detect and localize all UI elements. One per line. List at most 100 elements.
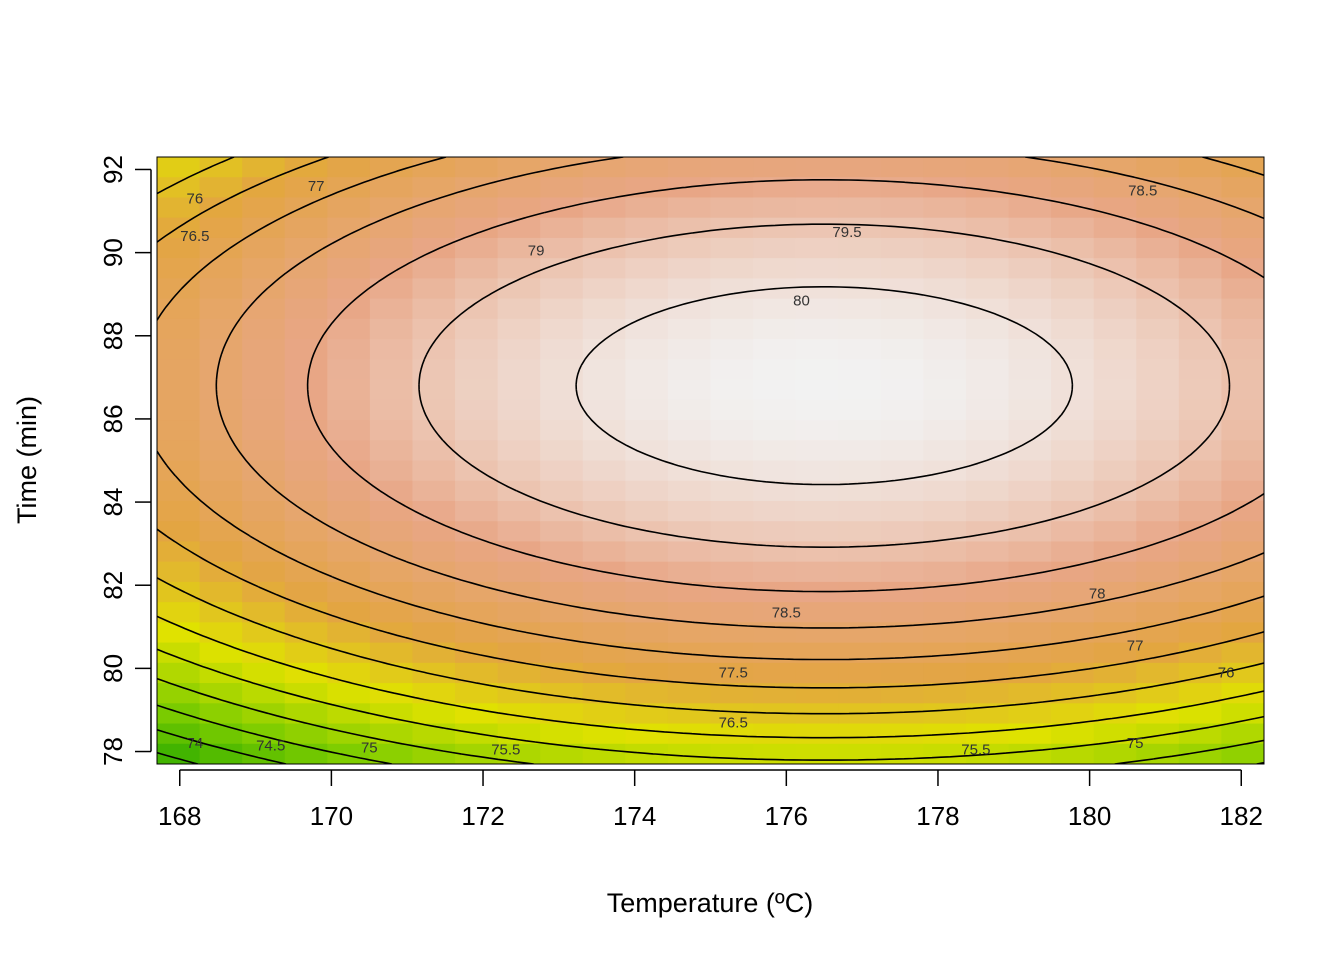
heatmap-cell xyxy=(497,399,541,421)
heatmap-cell xyxy=(1051,420,1095,441)
heatmap-cell xyxy=(1008,703,1052,725)
heatmap-cell xyxy=(497,561,541,583)
contour-label: 78.5 xyxy=(1128,182,1157,199)
heatmap-cell xyxy=(157,440,201,462)
heatmap-cell xyxy=(369,440,414,462)
heatmap-cell xyxy=(753,440,797,462)
heatmap-cell xyxy=(327,500,371,522)
heatmap-cell xyxy=(880,723,924,745)
heatmap-cell xyxy=(157,379,201,401)
heatmap-cell xyxy=(795,561,839,583)
heatmap-cell xyxy=(753,298,797,320)
heatmap-cell xyxy=(838,258,882,279)
heatmap-cell xyxy=(327,278,371,300)
heatmap-cell xyxy=(327,743,371,764)
heatmap-cell xyxy=(965,237,1010,259)
heatmap-cell xyxy=(923,217,967,239)
heatmap-cell xyxy=(497,379,541,401)
heatmap-cell xyxy=(327,237,371,259)
heatmap-cell xyxy=(284,602,328,623)
heatmap-cell xyxy=(965,217,1010,239)
heatmap-cell xyxy=(1093,723,1137,745)
heatmap-cell xyxy=(923,683,967,704)
contour-label: 79 xyxy=(528,243,545,260)
heatmap-cell xyxy=(455,258,499,279)
heatmap-cell xyxy=(880,642,924,664)
heatmap-cell xyxy=(923,440,967,462)
heatmap-cell xyxy=(923,460,967,482)
heatmap-cell xyxy=(667,420,712,441)
heatmap-cell xyxy=(582,460,626,482)
heatmap-cell xyxy=(497,217,541,239)
heatmap-cell xyxy=(497,339,541,360)
y-tick-label: 88 xyxy=(98,321,128,350)
heatmap-cell xyxy=(412,258,456,279)
heatmap-cell xyxy=(327,662,371,684)
heatmap-cell xyxy=(455,743,499,764)
heatmap-cell xyxy=(838,561,882,583)
heatmap-cell xyxy=(199,318,243,340)
heatmap-cell xyxy=(199,743,243,764)
heatmap-cell xyxy=(582,298,626,320)
heatmap-cell xyxy=(710,177,754,199)
y-axis-title: Time (min) xyxy=(12,396,42,524)
heatmap-cell xyxy=(1093,237,1137,259)
heatmap-cell xyxy=(369,157,414,178)
heatmap-cell xyxy=(1136,703,1180,725)
heatmap-cell xyxy=(1051,703,1095,725)
heatmap-cell xyxy=(965,440,1010,462)
heatmap-cell xyxy=(795,379,839,401)
heatmap-cell xyxy=(838,339,882,360)
heatmap-cell xyxy=(412,703,456,725)
heatmap-cell xyxy=(1093,298,1137,320)
heatmap-cell xyxy=(327,703,371,725)
heatmap-cell xyxy=(880,662,924,684)
heatmap-cell xyxy=(1178,723,1223,745)
heatmap-cell xyxy=(1221,460,1264,482)
heatmap-cell xyxy=(284,298,328,320)
heatmap-cell xyxy=(753,379,797,401)
heatmap-cell xyxy=(625,359,669,381)
heatmap-cell xyxy=(582,642,626,664)
heatmap-cell xyxy=(753,237,797,259)
heatmap-cell xyxy=(1221,642,1264,664)
heatmap-cell xyxy=(838,683,882,704)
heatmap-cell xyxy=(540,723,584,745)
heatmap-cell xyxy=(710,541,754,563)
heatmap-cell xyxy=(1051,581,1095,603)
heatmap-cell xyxy=(625,420,669,441)
heatmap-cell xyxy=(369,602,414,623)
x-tick-label: 170 xyxy=(310,801,353,831)
heatmap-cell xyxy=(1178,743,1223,764)
heatmap-cell xyxy=(327,399,371,421)
heatmap-cell xyxy=(1136,318,1180,340)
heatmap-cell xyxy=(710,318,754,340)
heatmap-cell xyxy=(540,743,584,764)
heatmap-cell xyxy=(1008,683,1052,704)
heatmap-cell xyxy=(582,237,626,259)
heatmap-cell xyxy=(327,561,371,583)
heatmap-cell xyxy=(1221,298,1264,320)
heatmap-cell xyxy=(667,622,712,644)
heatmap-cell xyxy=(1051,683,1095,704)
heatmap-cell xyxy=(455,298,499,320)
heatmap-cell xyxy=(327,318,371,340)
heatmap-cell xyxy=(1221,723,1264,745)
heatmap-cell xyxy=(327,359,371,381)
heatmap-cell xyxy=(497,723,541,745)
heatmap-cell xyxy=(157,177,201,199)
heatmap-cell xyxy=(1221,500,1264,522)
heatmap-cell xyxy=(923,258,967,279)
heatmap-cell xyxy=(923,298,967,320)
heatmap-cell xyxy=(1221,359,1264,381)
heatmap-cell xyxy=(667,703,712,725)
heatmap-cell xyxy=(1093,258,1137,279)
x-tick-label: 178 xyxy=(916,801,959,831)
heatmap-cell xyxy=(369,622,414,644)
heatmap-cell xyxy=(625,500,669,522)
heatmap-cell xyxy=(1051,440,1095,462)
heatmap-cell xyxy=(838,602,882,623)
heatmap-cell xyxy=(753,500,797,522)
heatmap-cell xyxy=(667,339,712,360)
heatmap-cell xyxy=(242,500,286,522)
